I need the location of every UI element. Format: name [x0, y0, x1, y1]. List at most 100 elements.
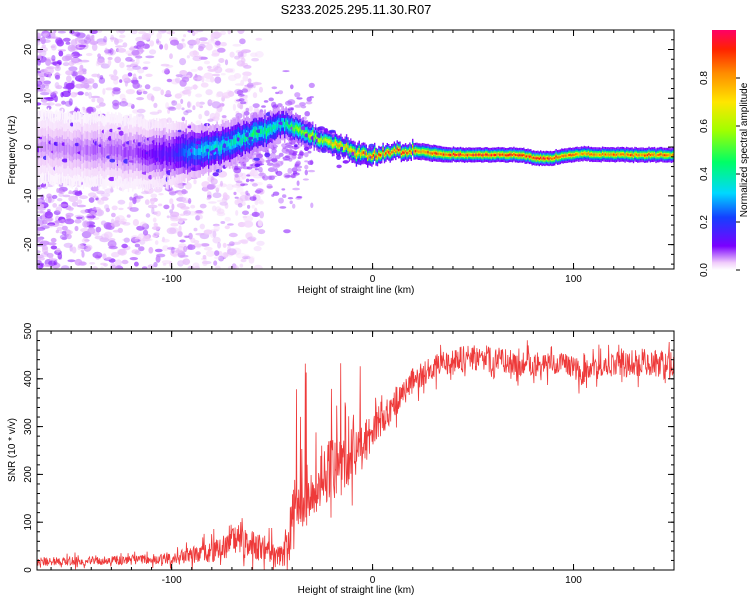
ridge-spot — [212, 172, 219, 177]
ridge-mark — [347, 146, 349, 150]
noise-blob — [157, 203, 163, 207]
noise-blob — [167, 247, 176, 250]
noise-blob — [282, 194, 287, 199]
noise-blob — [55, 85, 63, 90]
ridge-mark — [295, 125, 297, 129]
ridge-mark — [482, 154, 484, 157]
noise-blob — [275, 91, 280, 95]
noise-blob — [254, 160, 262, 165]
noise-blob — [98, 102, 106, 107]
noise-blob — [163, 204, 170, 210]
noise-blob — [94, 209, 104, 217]
noise-blob — [215, 265, 221, 269]
ridge-mark — [606, 153, 608, 156]
ridge-mark — [147, 151, 149, 161]
ridge-mark — [323, 138, 325, 142]
spectrogram-x-axis-label: Height of straight line (km) — [298, 285, 415, 296]
noise-blob — [246, 193, 250, 196]
ridge-mark — [437, 152, 439, 155]
noise-blob — [187, 39, 198, 46]
ridge-mark — [545, 157, 547, 160]
ridge-mark — [579, 153, 581, 156]
noise-blob — [43, 80, 51, 85]
noise-blob — [287, 167, 293, 174]
noise-blob — [61, 265, 70, 269]
ridge-mark — [208, 148, 210, 155]
ridge-mark — [511, 154, 514, 156]
ridge-mark — [329, 140, 331, 144]
noise-blob — [103, 231, 113, 239]
noise-blob — [210, 229, 219, 232]
ridge-mark — [483, 153, 486, 156]
ridge-mark — [70, 145, 72, 156]
noise-blob — [268, 97, 274, 102]
ridge-mark — [548, 157, 550, 160]
noise-blob — [187, 198, 192, 204]
ridge-spot — [332, 149, 338, 153]
noise-blob — [74, 75, 85, 82]
noise-blob — [129, 63, 138, 68]
ridge-mark — [120, 146, 123, 156]
ridge-mark — [416, 149, 418, 153]
ridge-mark — [663, 154, 666, 157]
noise-blob — [41, 219, 48, 225]
ridge-mark — [444, 153, 446, 156]
noise-blob — [220, 73, 226, 76]
noise-blob — [44, 211, 53, 219]
noise-blob — [162, 263, 167, 266]
ridge-mark — [213, 145, 215, 152]
noise-blob — [151, 226, 161, 231]
ridge-mark — [327, 140, 329, 144]
noise-blob — [275, 170, 283, 176]
noise-blob — [73, 53, 83, 57]
noise-blob — [58, 192, 64, 198]
ridge-mark — [601, 153, 604, 155]
ridge-mark — [586, 153, 588, 156]
ridge-mark — [163, 147, 165, 157]
ridge-mark — [648, 153, 650, 156]
noise-blob — [178, 243, 187, 248]
ridge-mark — [496, 153, 498, 156]
noise-blob — [228, 241, 235, 246]
noise-blob — [203, 229, 213, 235]
noise-blob — [41, 44, 46, 48]
ridge-mark — [527, 155, 529, 157]
ridge-mark — [351, 150, 353, 154]
ridge-mark — [226, 141, 228, 148]
noise-blob — [285, 145, 294, 148]
ridge-mark — [399, 148, 401, 151]
noise-blob — [37, 41, 41, 46]
ridge-mark — [357, 151, 359, 155]
noise-blob — [213, 66, 223, 74]
ridge-mark — [137, 148, 140, 158]
noise-blob — [214, 40, 221, 46]
ridge-spot — [222, 143, 227, 149]
noise-blob — [206, 184, 215, 190]
ridge-mark — [542, 157, 545, 160]
noise-blob — [139, 221, 147, 228]
noise-blob — [97, 30, 103, 33]
ridge-mark — [355, 154, 358, 158]
noise-blob — [37, 80, 43, 86]
y-tick-label: 500 — [23, 322, 34, 339]
noise-blob — [152, 217, 157, 223]
ridge-mark — [603, 153, 605, 156]
noise-blob — [118, 30, 126, 34]
noise-blob — [95, 226, 102, 233]
ridge-mark — [641, 153, 643, 156]
ridge-mark — [68, 144, 71, 155]
noise-blob — [228, 232, 238, 238]
noise-blob — [224, 225, 230, 230]
noise-blob — [136, 225, 145, 231]
ridge-mark — [656, 154, 659, 156]
noise-blob — [217, 47, 226, 53]
noise-blob — [97, 53, 101, 58]
noise-blob — [278, 90, 284, 95]
ridge-mark — [178, 148, 180, 157]
ridge-mark — [286, 122, 289, 127]
noise-blob — [91, 43, 98, 51]
noise-blob — [40, 81, 50, 87]
noise-blob — [74, 219, 82, 224]
